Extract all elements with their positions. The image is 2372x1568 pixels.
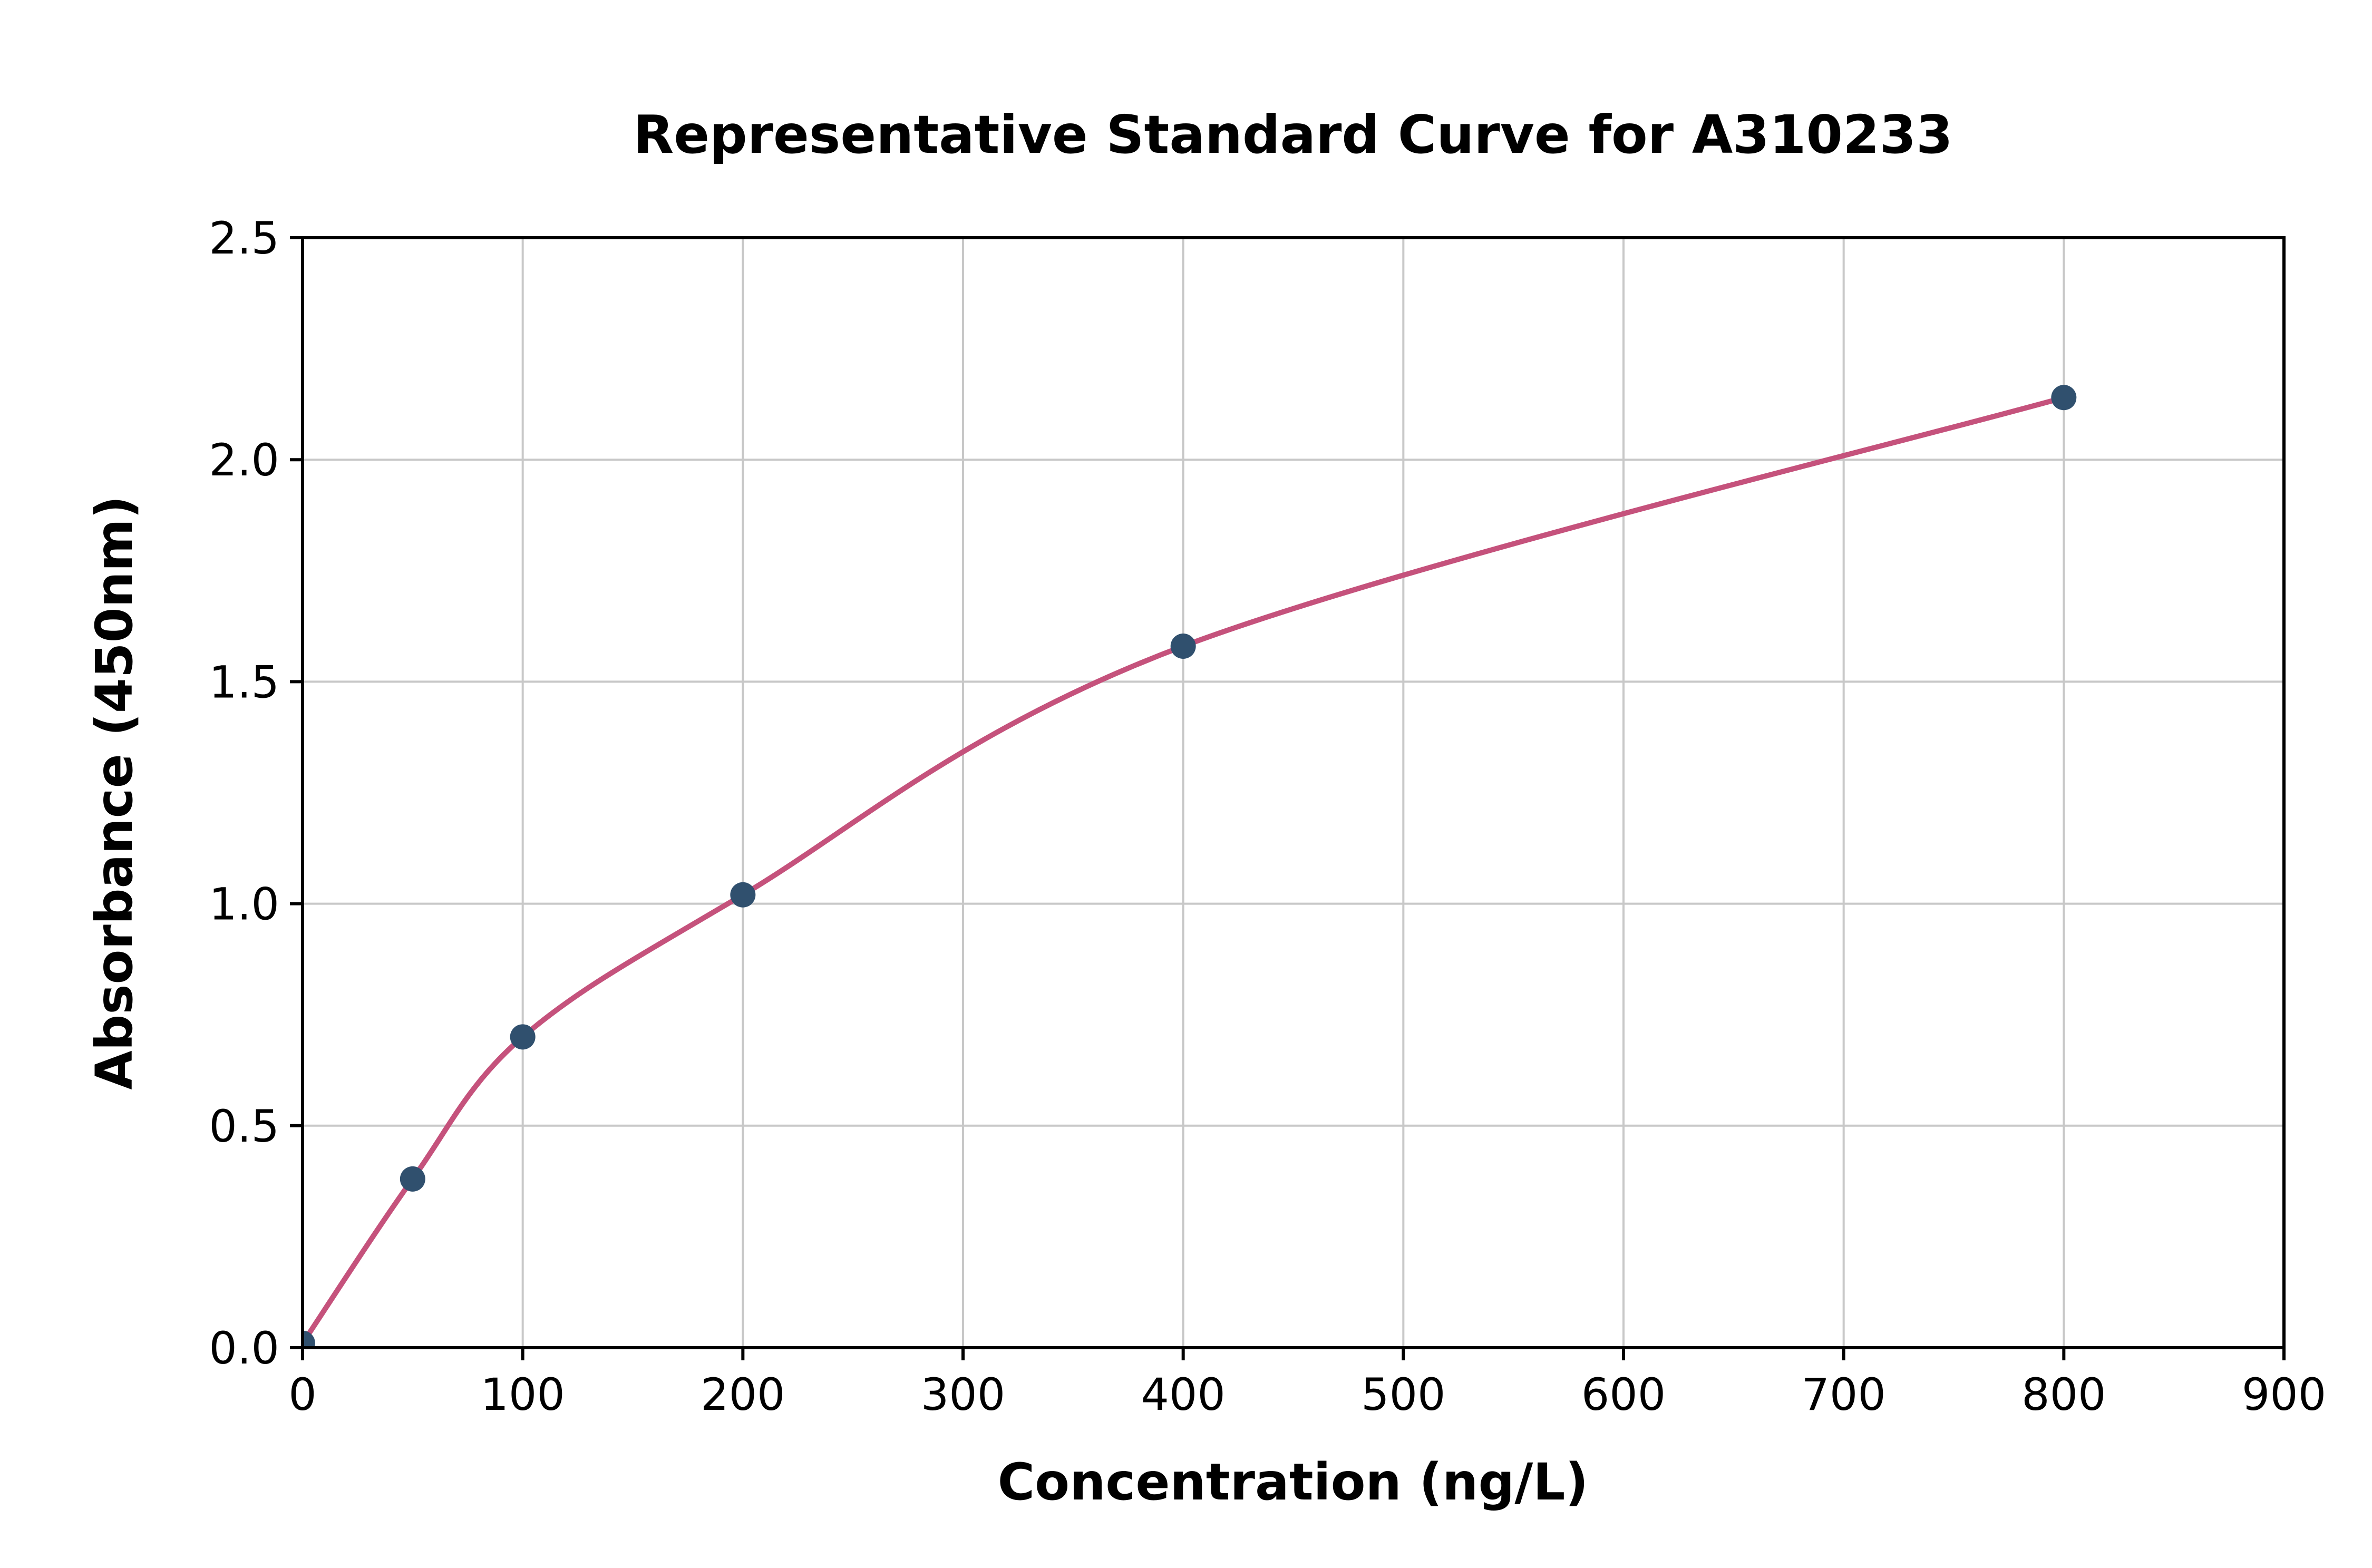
y-axis-label: Absorbance (450nm) bbox=[85, 495, 144, 1089]
data-point bbox=[400, 1166, 425, 1192]
data-point bbox=[303, 1330, 315, 1348]
x-tick-label: 500 bbox=[1361, 1369, 1445, 1420]
y-tick-label: 2.5 bbox=[209, 212, 279, 264]
data-layer bbox=[303, 385, 2077, 1348]
y-tick-label: 1.0 bbox=[209, 879, 279, 930]
plot-border bbox=[301, 236, 2286, 1349]
data-point bbox=[1170, 634, 1196, 659]
x-tick-label: 0 bbox=[288, 1369, 316, 1420]
data-point bbox=[2051, 385, 2077, 411]
x-tick-label: 900 bbox=[2242, 1369, 2326, 1420]
x-tick-label: 800 bbox=[2021, 1369, 2106, 1420]
data-point bbox=[510, 1024, 536, 1050]
y-tick-label: 1.5 bbox=[209, 656, 279, 708]
chart-title: Representative Standard Curve for A31023… bbox=[633, 104, 1952, 165]
plot-area: 0 100 200 300 400 500 600 700 800 900 0.0 0.5 1.0 1.5… bbox=[209, 212, 2326, 1420]
x-tick-label: 200 bbox=[701, 1369, 785, 1420]
y-tick-label: 2.0 bbox=[209, 434, 279, 486]
data-point bbox=[730, 882, 756, 908]
fit-curve bbox=[303, 395, 2067, 1346]
x-tick-label: 300 bbox=[921, 1369, 1005, 1420]
y-tick-label: 0.0 bbox=[209, 1322, 279, 1374]
y-tick-label: 0.5 bbox=[209, 1100, 279, 1152]
x-tick-label: 700 bbox=[1801, 1369, 1885, 1420]
x-tick-label: 400 bbox=[1141, 1369, 1225, 1420]
x-tick-label: 100 bbox=[480, 1369, 565, 1420]
x-tick-label: 600 bbox=[1581, 1369, 1666, 1420]
x-axis-label: Concentration (ng/L) bbox=[998, 1453, 1589, 1512]
